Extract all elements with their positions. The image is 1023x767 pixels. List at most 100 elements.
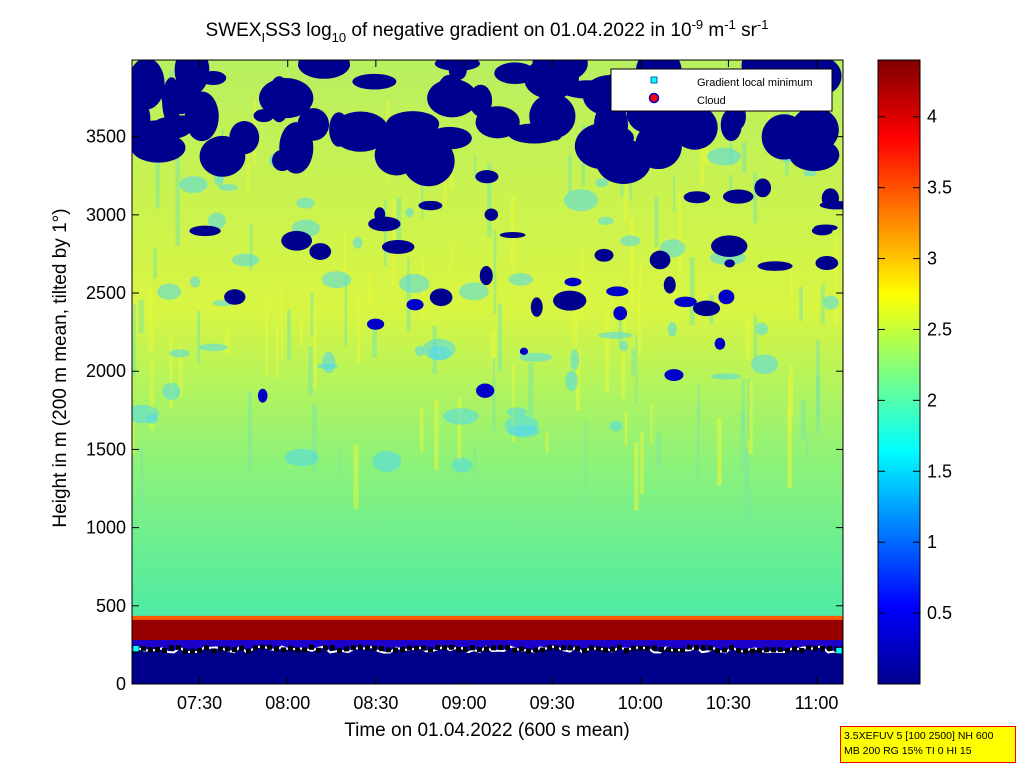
- y-tick-label: 3000: [86, 205, 126, 225]
- gradient-minimum-marker: [365, 645, 370, 651]
- gradient-minimum-marker: [778, 647, 783, 653]
- gradient-minimum-marker: [260, 644, 265, 650]
- colorbar-tick-label: 1.5: [927, 461, 952, 481]
- gradient-minimum-marker: [589, 645, 594, 651]
- cloud-free-patch: [663, 276, 676, 294]
- info-box: 3.5XEFUV 5 [100 2500] NH 600 MB 200 RG 1…: [840, 726, 1016, 763]
- texture-streak: [197, 311, 201, 364]
- gradient-minimum-marker: [701, 645, 706, 651]
- gradient-minimum-marker: [835, 647, 843, 654]
- cloud-free-patch: [519, 347, 529, 355]
- x-tick-label: 09:00: [441, 693, 486, 713]
- x-tick-label: 08:30: [353, 693, 398, 713]
- gradient-minimum-marker: [358, 644, 363, 650]
- gradient-minimum-marker: [393, 647, 398, 653]
- texture-streak: [407, 257, 410, 283]
- gradient-minimum-marker: [351, 645, 356, 651]
- y-tick-label: 1500: [86, 439, 126, 459]
- texture-streak: [178, 346, 183, 397]
- gradient-minimum-marker: [617, 644, 622, 650]
- y-axis-label: Height in m (200 m mean, tilted by 1°): [50, 208, 71, 527]
- gradient-minimum-marker: [316, 647, 321, 653]
- gradient-minimum-marker: [533, 647, 538, 653]
- texture-streak: [372, 329, 377, 358]
- texture-streak: [650, 403, 653, 443]
- texture-streak: [396, 197, 402, 241]
- colorbar-tick-label: 3: [927, 249, 937, 269]
- texture-streak: [640, 432, 644, 495]
- gradient-minimum-marker: [729, 645, 734, 651]
- low-gradient-patch: [598, 331, 633, 339]
- low-gradient-patch: [322, 351, 336, 374]
- gradient-minimum-marker: [421, 645, 426, 651]
- cloud-free-patch: [484, 208, 499, 221]
- texture-streak: [510, 195, 516, 268]
- gradient-minimum-marker: [547, 645, 552, 651]
- plot-frame: [131, 59, 844, 685]
- texture-streak: [654, 197, 659, 247]
- texture-streak: [799, 286, 803, 321]
- texture-streak: [493, 230, 497, 314]
- gradient-minimum-marker: [827, 645, 832, 651]
- texture-streak: [280, 284, 283, 359]
- colorbar-ticks: 0.5 1 1.5 2 2.5 3 3.5 4: [878, 107, 952, 623]
- texture-streak: [748, 381, 753, 455]
- gradient-minimum-marker: [708, 645, 713, 651]
- cloud-free-patch: [711, 235, 748, 257]
- cloud-free-patch: [475, 170, 499, 184]
- gradient-minimum-marker: [813, 645, 818, 651]
- low-gradient-patch: [755, 322, 768, 336]
- x-tick-label: 09:30: [530, 693, 575, 713]
- cloud-free-patch: [724, 259, 735, 268]
- y-tick-label: 0: [116, 674, 126, 694]
- gradient-minimum-marker: [498, 645, 503, 651]
- gradient-minimum-marker: [806, 645, 811, 651]
- texture-streak: [604, 310, 610, 393]
- gradient-minimum-marker: [155, 646, 160, 652]
- texture-streak: [753, 314, 758, 360]
- texture-streak: [224, 331, 230, 354]
- texture-streak: [729, 174, 733, 203]
- low-gradient-patch: [609, 420, 623, 432]
- gradient-minimum-marker: [330, 645, 335, 651]
- gradient-minimum-marker: [176, 645, 181, 651]
- gradient-minimum-marker: [302, 647, 307, 653]
- texture-streak: [492, 357, 496, 431]
- gradient-minimum-marker: [631, 645, 636, 651]
- texture-streak: [806, 432, 809, 459]
- gradient-minimum-marker: [673, 647, 678, 653]
- low-gradient-patch: [504, 415, 539, 436]
- gradient-minimum-marker: [554, 645, 559, 651]
- low-gradient-patch: [321, 271, 352, 289]
- cloud-free-patch: [674, 296, 697, 308]
- texture-streak: [656, 432, 662, 468]
- cloud-free-patch: [594, 248, 614, 262]
- gradient-minimum-marker: [484, 646, 489, 652]
- cloud-free-patch: [553, 290, 587, 311]
- low-gradient-patch: [519, 352, 553, 362]
- low-gradient-patch: [710, 373, 742, 380]
- texture-streak: [312, 404, 317, 473]
- colorbar-tick-label: 4: [927, 107, 937, 127]
- texture-streak: [753, 172, 758, 224]
- legend-label-gradient: Gradient local minimum: [697, 77, 813, 89]
- gradient-minimum-marker: [232, 647, 237, 653]
- low-gradient-patch: [707, 147, 741, 166]
- gradient-minimum-marker: [197, 647, 202, 653]
- texture-streak: [353, 444, 359, 509]
- low-gradient-patch: [296, 197, 315, 209]
- texture-streak: [673, 174, 676, 213]
- gradient-minimum-marker: [582, 647, 587, 653]
- texture-streak: [313, 303, 317, 389]
- cloud-free-patch: [530, 297, 543, 317]
- cloud-free-patch: [508, 123, 561, 144]
- texture-streak: [491, 331, 496, 380]
- cloud-free-patch: [499, 231, 526, 239]
- cloud-free-patch: [281, 230, 313, 251]
- low-gradient-patch: [405, 207, 414, 218]
- texture-streak: [717, 417, 722, 486]
- y-tick-label: 2500: [86, 283, 126, 303]
- gradient-minimum-marker: [603, 647, 608, 653]
- cloud-free-patch: [635, 122, 682, 170]
- low-gradient-patch: [751, 354, 779, 374]
